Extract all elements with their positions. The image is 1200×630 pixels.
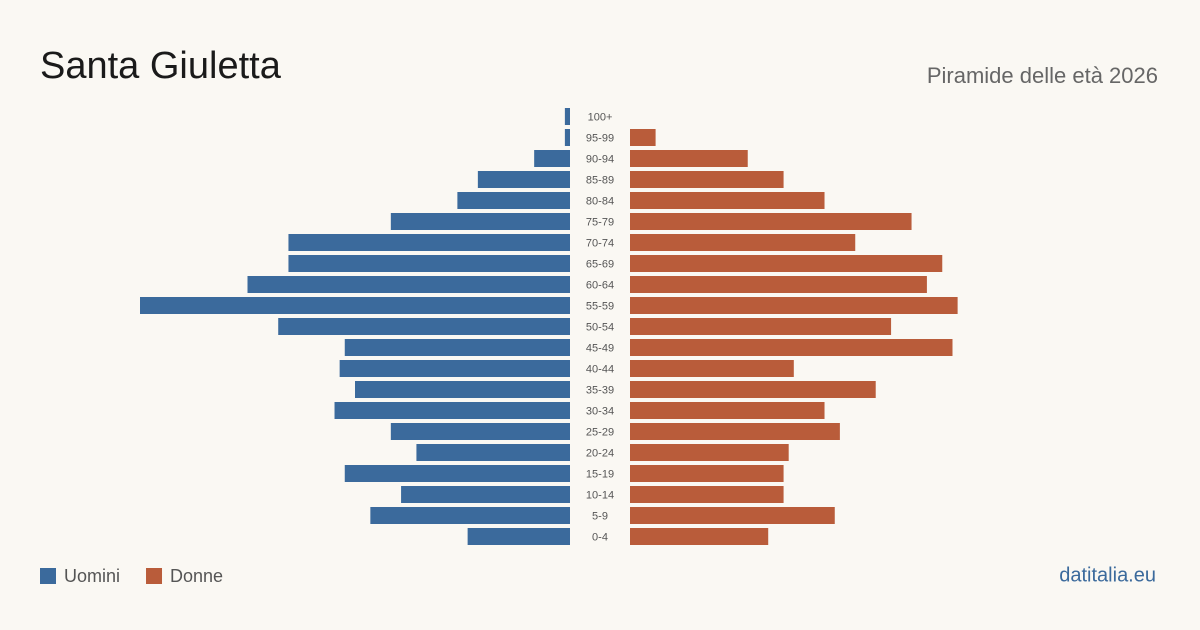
age-label: 0-4 [592, 531, 608, 543]
male-bar [457, 192, 570, 209]
age-label: 25-29 [586, 426, 614, 438]
female-bar [630, 528, 769, 545]
male-bar [355, 381, 570, 398]
male-bar [288, 255, 570, 272]
male-bar [416, 444, 570, 461]
female-bar [630, 381, 876, 398]
age-label: 60-64 [586, 279, 614, 291]
male-bar [334, 402, 570, 419]
female-bar [630, 507, 835, 524]
female-bar [630, 444, 789, 461]
female-bar [630, 318, 892, 335]
female-bar [630, 297, 958, 314]
age-label: 85-89 [586, 174, 614, 186]
male-bar [467, 528, 570, 545]
age-label: 65-69 [586, 258, 614, 270]
age-label: 10-14 [586, 489, 614, 501]
female-bar [630, 150, 748, 167]
age-label: 70-74 [586, 237, 614, 249]
age-label: 80-84 [586, 195, 614, 207]
age-label: 95-99 [586, 132, 614, 144]
male-bar [140, 297, 570, 314]
female-bar [630, 171, 784, 188]
female-bar [630, 129, 656, 146]
female-bar [630, 486, 784, 503]
male-bar [344, 465, 570, 482]
female-bar [630, 276, 927, 293]
legend-swatch [146, 568, 163, 584]
age-label: 75-79 [586, 216, 614, 228]
male-bar [390, 213, 570, 230]
male-bar [247, 276, 570, 293]
female-bar [630, 402, 825, 419]
male-bar [288, 234, 570, 251]
female-bar [630, 255, 943, 272]
female-bar [630, 360, 794, 377]
age-label: 15-19 [586, 468, 614, 480]
male-bar [401, 486, 570, 503]
legend-swatch [40, 568, 56, 584]
age-label: 5-9 [592, 510, 608, 522]
male-bar [477, 171, 570, 188]
age-label: 40-44 [586, 363, 614, 375]
male-bar [370, 507, 570, 524]
age-label: 20-24 [586, 447, 614, 459]
female-bar [630, 465, 784, 482]
male-bar [339, 360, 570, 377]
male-bar [564, 108, 570, 125]
chart-subtitle: Piramide delle età 2026 [927, 63, 1158, 88]
source: datitalia.eu [1059, 564, 1156, 586]
female-bar [630, 339, 953, 356]
female-bar [630, 234, 856, 251]
legend-label: Donne [170, 566, 223, 586]
male-bar [344, 339, 570, 356]
female-bar [630, 213, 912, 230]
age-label: 30-34 [586, 405, 614, 417]
male-bar [278, 318, 570, 335]
male-bar [390, 423, 570, 440]
age-label: 55-59 [586, 300, 614, 312]
age-label: 100+ [588, 111, 613, 123]
age-label: 35-39 [586, 384, 614, 396]
male-bar [534, 150, 570, 167]
female-bar [630, 192, 825, 209]
female-bar [630, 423, 840, 440]
male-bar [564, 129, 570, 146]
age-label: 90-94 [586, 153, 614, 165]
age-label: 45-49 [586, 342, 614, 354]
chart-title: Santa Giuletta [40, 45, 282, 87]
age-label: 50-54 [586, 321, 614, 333]
legend-label: Uomini [64, 566, 120, 586]
